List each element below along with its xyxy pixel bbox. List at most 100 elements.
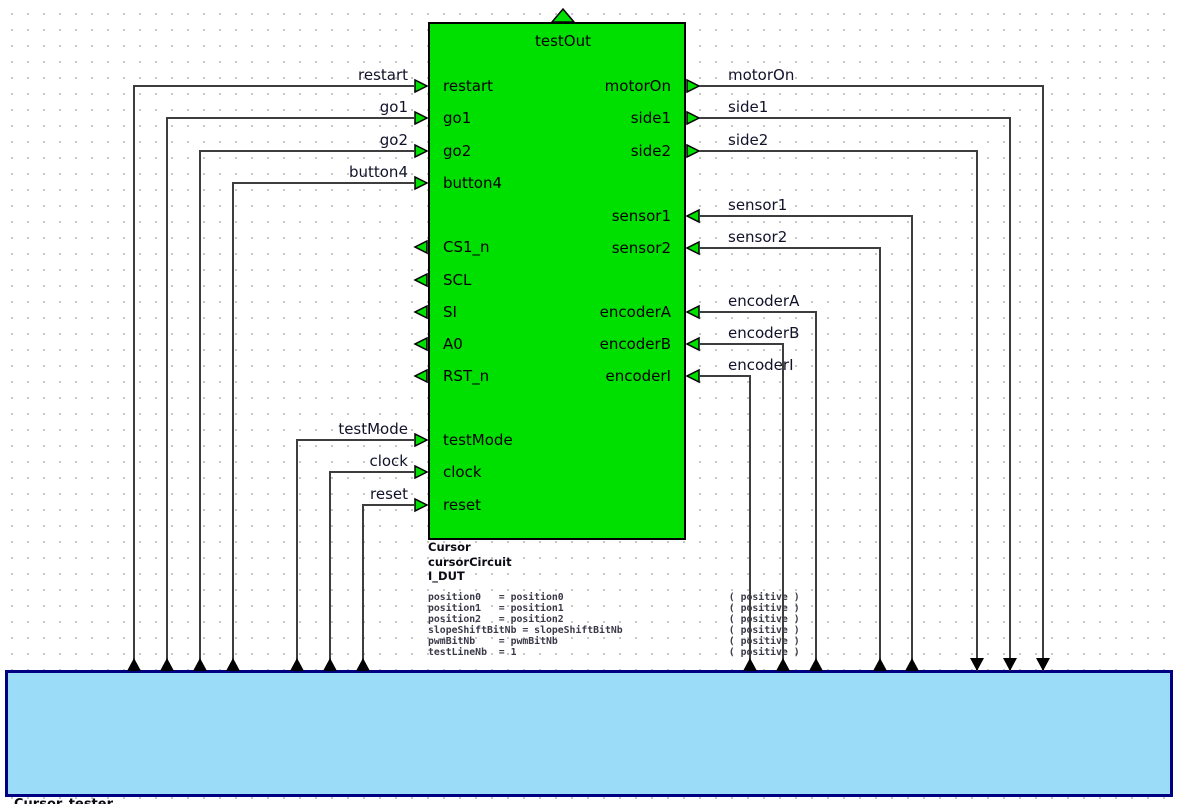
port-arrow-side1[interactable]	[686, 110, 701, 126]
annotation-library: Cursor	[428, 540, 471, 554]
annotation-entity: cursorCircuit	[428, 554, 512, 569]
wire-go2[interactable]	[199, 150, 415, 671]
box-arrowhead-motorOn	[1036, 658, 1050, 671]
port-label-restart: restart	[443, 77, 494, 95]
wire-go1[interactable]	[166, 117, 415, 671]
port-arrow-go1[interactable]	[414, 110, 429, 126]
port-arrow-side2[interactable]	[686, 143, 701, 159]
wire-clock[interactable]	[329, 471, 415, 671]
port-label-SCL: SCL	[443, 271, 472, 289]
wire-label-side2: side2	[728, 131, 769, 149]
port-label-sensor1: sensor1	[611, 207, 671, 225]
box-arrowhead-sensor2	[873, 658, 887, 671]
box-arrowhead-sensor1	[905, 658, 919, 671]
port-arrow-motorOn[interactable]	[686, 78, 701, 94]
port-label-go2: go2	[443, 142, 472, 160]
port-label-go1: go1	[443, 109, 472, 127]
box-arrowhead-reset	[356, 658, 370, 671]
port-arrow-SCL[interactable]	[413, 272, 428, 288]
annotation-instance: I_DUT	[428, 569, 465, 584]
generic-line: position2 = position2 ( positive )	[428, 613, 800, 625]
wire-sensor1[interactable]	[699, 215, 913, 671]
port-label-sensor2: sensor2	[611, 239, 671, 257]
port-arrow-go2[interactable]	[414, 143, 429, 159]
wire-motorOn[interactable]	[699, 85, 1044, 671]
wire-side1[interactable]	[699, 117, 1011, 671]
wire-label-encoderB: encoderB	[728, 324, 800, 342]
port-label-CS1_n: CS1_n	[443, 238, 490, 256]
generic-line: position1 = position1 ( positive )	[428, 602, 800, 614]
port-label-encoderI: encoderI	[605, 367, 671, 385]
port-arrow-reset[interactable]	[414, 497, 429, 513]
wire-label-clock: clock	[369, 452, 408, 470]
wire-side2[interactable]	[699, 150, 978, 671]
port-arrow-sensor1[interactable]	[685, 208, 700, 224]
wire-label-sensor2: sensor2	[728, 228, 788, 246]
port-label-side2: side2	[630, 142, 671, 160]
wire-label-testMode: testMode	[338, 420, 408, 438]
wire-encoderI[interactable]	[699, 375, 751, 671]
port-label-reset: reset	[443, 496, 481, 514]
box-arrowhead-restart	[127, 658, 141, 671]
port-label-side1: side1	[630, 109, 671, 127]
port-arrow-CS1_n[interactable]	[413, 239, 428, 255]
wire-encoderA[interactable]	[699, 311, 817, 671]
wire-label-button4: button4	[348, 163, 408, 181]
wire-encoderB[interactable]	[699, 343, 784, 671]
port-arrow-testMode[interactable]	[414, 432, 429, 448]
generic-line: position0 = position0 ( positive )	[428, 591, 800, 603]
generic-line: slopeShiftBitNb = slopeShiftBitNb ( posi…	[428, 624, 800, 636]
box-arrowhead-side2	[970, 658, 984, 671]
box-arrowhead-encoderA	[809, 658, 823, 671]
port-label-motorOn: motorOn	[604, 77, 671, 95]
wire-label-encoderA: encoderA	[728, 292, 800, 310]
port-arrow-A0[interactable]	[413, 336, 428, 352]
port-label-SI: SI	[443, 303, 457, 321]
box-arrowhead-testMode	[290, 658, 304, 671]
port-arrow-button4[interactable]	[414, 175, 429, 191]
wire-label-motorOn: motorOn	[728, 66, 795, 84]
generic-line: pwmBitNb = pwmBitNb ( positive )	[428, 635, 800, 647]
port-arrow-restart[interactable]	[414, 78, 429, 94]
port-arrow-sensor2[interactable]	[685, 240, 700, 256]
port-arrow-clock[interactable]	[414, 464, 429, 480]
wire-testMode[interactable]	[296, 439, 415, 671]
port-label-testOut: testOut	[534, 32, 591, 50]
box-arrowhead-encoderI	[743, 658, 757, 671]
port-label-encoderB: encoderB	[599, 335, 671, 353]
box-arrowhead-button4	[226, 658, 240, 671]
port-label-encoderA: encoderA	[599, 303, 671, 321]
port-label-A0: A0	[443, 335, 463, 353]
wire-label-go2: go2	[379, 131, 408, 149]
port-arrow-RST_n[interactable]	[413, 368, 428, 384]
box-arrowhead-clock	[323, 658, 337, 671]
wire-restart[interactable]	[133, 85, 415, 671]
wire-label-reset: reset	[370, 485, 408, 503]
port-arrow-SI[interactable]	[413, 304, 428, 320]
port-arrow-testOut[interactable]	[550, 7, 576, 23]
port-arrow-encoderI[interactable]	[685, 368, 700, 384]
wire-reset[interactable]	[362, 504, 415, 671]
wire-button4[interactable]	[232, 182, 415, 671]
port-label-testMode: testMode	[443, 431, 513, 449]
instance-annotation: Cursor cursorCircuit I_DUT position0 = p…	[428, 540, 800, 658]
generic-map: position0 = position0 ( positive ) positi…	[428, 592, 800, 658]
wire-label-go1: go1	[379, 98, 408, 116]
port-arrow-encoderA[interactable]	[685, 304, 700, 320]
port-label-clock: clock	[443, 463, 482, 481]
wire-sensor2[interactable]	[699, 247, 881, 671]
port-label-RST_n: RST_n	[443, 367, 490, 385]
port-label-button4: button4	[443, 174, 503, 192]
port-arrow-encoderB[interactable]	[685, 336, 700, 352]
generic-line: testLineNb = 1 ( positive )	[428, 646, 800, 658]
tester-label: Cursor_tester	[14, 797, 113, 804]
box-arrowhead-go1	[160, 658, 174, 671]
dut-block[interactable]	[428, 22, 686, 540]
box-arrowhead-go2	[193, 658, 207, 671]
box-arrowhead-encoderB	[776, 658, 790, 671]
wire-label-sensor1: sensor1	[728, 196, 788, 214]
tester-block[interactable]	[5, 670, 1173, 797]
wire-label-side1: side1	[728, 98, 769, 116]
